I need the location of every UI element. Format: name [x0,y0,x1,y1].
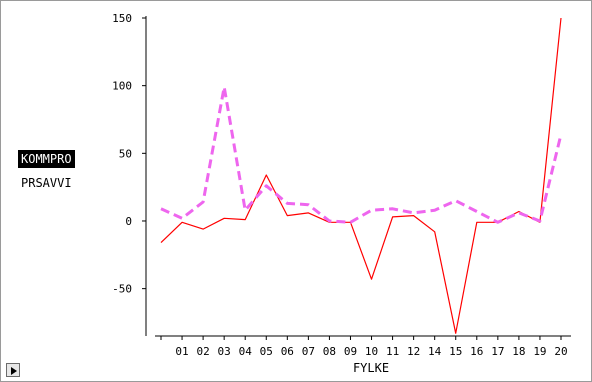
legend-item-kommpro[interactable]: KOMMPRO [18,150,75,168]
x-tick-label: 17 [491,345,504,358]
x-tick-label: 05 [260,345,273,358]
x-tick-label: 04 [239,345,253,358]
y-axis: 150 100 50 0 -50 [112,12,147,336]
x-tick-label: 02 [196,345,209,358]
x-axis: 01 02 03 04 05 06 07 08 09 10 11 12 14 15 16 17 18 19 20 [155,335,571,358]
x-tick-label: 10 [365,345,378,358]
x-tick-label: 11 [386,345,399,358]
x-tick-label: 06 [281,345,294,358]
series-layer [160,17,563,334]
x-tick-label: 09 [344,345,357,358]
legend: KOMMPRO PRSAVVI [18,150,75,198]
y-tick-label: 150 [112,12,132,25]
x-tick-label: 19 [533,345,546,358]
x-tick-label: 16 [470,345,483,358]
series-line-kommpro [160,17,562,334]
x-axis-title: FYLKE [353,361,389,375]
y-tick-label: 100 [112,80,132,93]
x-tick-label: 03 [218,345,231,358]
y-tick-label: -50 [112,283,132,296]
y-tick-label: 50 [119,147,132,160]
play-button[interactable] [6,363,20,377]
x-tick-label: 07 [302,345,315,358]
x-tick-label: 14 [428,345,442,358]
x-tick-label: 08 [323,345,336,358]
y-tick-label: 0 [125,215,132,228]
x-tick-label: 20 [554,345,567,358]
x-tick-label: 12 [407,345,420,358]
play-icon [11,367,17,375]
x-tick-label: 15 [449,345,462,358]
legend-item-prsavvi[interactable]: PRSAVVI [21,176,72,190]
series-line-prsavvi [160,85,563,224]
x-tick-label: 01 [175,345,188,358]
x-tick-label: 18 [512,345,525,358]
